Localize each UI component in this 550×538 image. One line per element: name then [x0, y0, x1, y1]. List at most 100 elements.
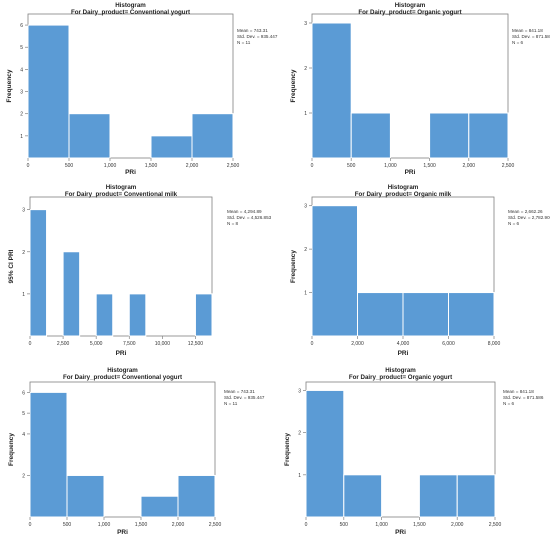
histogram-bar — [62, 251, 81, 337]
x-tick-label: 7,500 — [123, 341, 136, 347]
chart-subtitle: For Dairy_product= Conventional yogurt — [63, 374, 182, 381]
histogram-bar — [305, 389, 345, 518]
y-axis-label: Frequency — [290, 250, 297, 283]
histogram-bar — [350, 112, 391, 159]
histogram-bar — [66, 474, 105, 518]
histogram-bar — [191, 113, 234, 159]
x-tick-label: 0 — [305, 522, 308, 528]
y-axis-label: Frequency — [290, 69, 297, 102]
y-tick-label: 1 — [304, 291, 307, 297]
chart-subtitle: For Dairy_product= Conventional yogurt — [71, 9, 190, 16]
x-tick-label: 500 — [347, 163, 356, 169]
stats-text: Mean = 841.18 — [503, 389, 534, 394]
y-tick-label: 3 — [304, 204, 307, 210]
stats-text: Mean = 2,662.26 — [508, 209, 543, 214]
x-tick-label: 1,000 — [98, 522, 111, 528]
histogram-bar — [311, 22, 352, 159]
y-tick-label: 1 — [20, 134, 23, 140]
histogram-bar — [357, 292, 404, 337]
y-axis-label: Frequency — [6, 69, 13, 102]
stats-text: Mean = 743.31 — [224, 389, 255, 394]
x-tick-label: 4,000 — [397, 341, 410, 347]
y-axis-label: 95% CI PRI — [8, 249, 15, 283]
histogram-bar — [311, 205, 358, 337]
histogram-bar — [194, 293, 213, 337]
x-tick-label: 1,500 — [135, 522, 148, 528]
stats-text: N = 8 — [227, 221, 239, 226]
y-tick-label: 4 — [20, 67, 23, 73]
x-tick-label: 2,000 — [172, 522, 185, 528]
x-tick-label: 1,500 — [423, 163, 436, 169]
chart-title: Histogram — [107, 367, 138, 374]
plot-frame — [29, 196, 213, 337]
histogram-bar — [418, 474, 458, 518]
histogram-panel: 0 500 1,000 1,500 2,000 2,500 1 2 3 HistogramFor … — [290, 2, 550, 176]
histogram-bar — [468, 112, 509, 159]
y-tick-label: 2 — [22, 473, 25, 479]
chart-title: Histogram — [395, 2, 426, 9]
histogram-panel: 0 2,500 5,000 7,500 10,000 12,500 1 2 3 Histogram… — [8, 184, 272, 357]
chart-subtitle: For Dairy_product= Organic yogurt — [349, 374, 452, 381]
y-tick-label: 6 — [22, 390, 25, 396]
x-tick-label: 2,500 — [489, 522, 502, 528]
histogram-bar — [128, 293, 147, 337]
histogram-panel: 0 500 1,000 1,500 2,000 2,500 2 4 5 6 HistogramFor… — [8, 367, 265, 536]
x-tick-label: 0 — [311, 163, 314, 169]
y-tick-label: 4 — [22, 432, 25, 438]
x-tick-label: 8,000 — [488, 341, 501, 347]
y-tick-label: 3 — [20, 90, 23, 96]
histogram-bar — [29, 391, 68, 518]
y-axis-label: Frequency — [284, 433, 291, 466]
x-tick-label: 1,500 — [145, 163, 158, 169]
chart-subtitle: For Dairy_product= Organic yogurt — [358, 9, 461, 16]
x-tick-label: 500 — [63, 522, 72, 528]
chart-title: Histogram — [106, 184, 137, 191]
x-tick-label: 500 — [65, 163, 74, 169]
x-axis-label: PRi — [116, 350, 127, 357]
stats-text: N = 6 — [512, 40, 524, 45]
histogram-bar — [95, 293, 114, 337]
stats-text: Mean = 841.18 — [512, 28, 543, 33]
x-tick-label: 0 — [29, 341, 32, 347]
x-tick-label: 10,000 — [155, 341, 171, 347]
x-tick-label: 6,000 — [442, 341, 455, 347]
histogram-bar — [343, 474, 383, 518]
histogram-bar — [456, 474, 496, 518]
x-axis-label: PRi — [395, 529, 406, 536]
x-tick-label: 2,500 — [502, 163, 515, 169]
y-tick-label: 1 — [22, 292, 25, 298]
x-tick-label: 0 — [27, 163, 30, 169]
histogram-bar — [68, 113, 111, 159]
x-tick-label: 2,500 — [227, 163, 240, 169]
y-tick-label: 5 — [20, 45, 23, 51]
histogram-bar — [448, 292, 495, 337]
stats-text: N = 11 — [224, 401, 238, 406]
y-tick-label: 3 — [22, 208, 25, 214]
stats-text: Std. Dev. = 4,526.853 — [227, 215, 272, 220]
y-tick-label: 1 — [298, 473, 301, 479]
y-tick-label: 6 — [20, 23, 23, 29]
x-tick-label: 1,000 — [384, 163, 397, 169]
stats-text: Std. Dev. = 871.586 — [503, 395, 544, 400]
y-tick-label: 3 — [298, 388, 301, 394]
histogram-bar — [402, 292, 449, 337]
x-tick-label: 2,000 — [351, 341, 364, 347]
x-axis-label: PRi — [125, 169, 136, 176]
chart-title: Histogram — [385, 367, 416, 374]
y-tick-label: 2 — [298, 431, 301, 437]
stats-text: Std. Dev. = 935.447 — [237, 34, 278, 39]
y-tick-label: 2 — [22, 250, 25, 256]
stats-text: Mean = 4,294.89 — [227, 209, 262, 214]
stats-text: Mean = 743.31 — [237, 28, 268, 33]
histogram-bar — [177, 474, 216, 518]
x-axis-label: PRi — [405, 169, 416, 176]
stats-text: N = 6 — [508, 221, 520, 226]
chart-title: Histogram — [115, 2, 146, 9]
histogram-bar — [27, 24, 70, 159]
x-tick-label: 2,500 — [57, 341, 70, 347]
x-tick-label: 2,000 — [463, 163, 476, 169]
x-axis-label: PRi — [117, 529, 128, 536]
x-tick-label: 1,500 — [413, 522, 426, 528]
